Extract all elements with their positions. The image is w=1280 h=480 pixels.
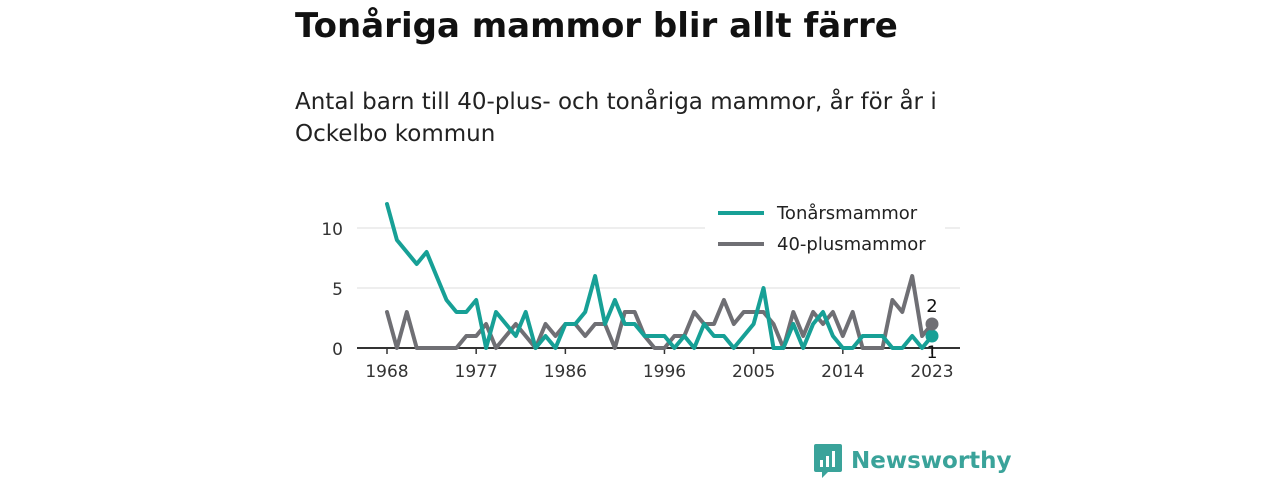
legend-label: 40-plusmammor bbox=[777, 234, 926, 255]
x-tick-label: 1996 bbox=[643, 362, 686, 382]
end-markers: 12 bbox=[925, 296, 939, 363]
y-tick-label: 5 bbox=[332, 280, 343, 300]
newsworthy-logo-icon bbox=[814, 444, 842, 478]
series-line bbox=[385, 202, 934, 350]
x-tick-label: 2023 bbox=[910, 362, 953, 382]
series-lines bbox=[385, 202, 934, 350]
y-tick-label: 0 bbox=[332, 340, 343, 360]
x-axis: 1968 1977 1986 1996 2005 2014 2023 bbox=[357, 347, 960, 382]
legend: Tonårsmammor 40-plusmammor bbox=[705, 196, 945, 255]
end-label-40plus: 2 bbox=[926, 296, 937, 317]
end-label-tonarsmammor: 1 bbox=[927, 343, 938, 363]
y-axis: 0 5 10 bbox=[321, 220, 343, 360]
x-tick-label: 1986 bbox=[544, 362, 587, 382]
chart-subtitle: Antal barn till 40-plus- och tonåriga ma… bbox=[295, 89, 937, 147]
legend-bg bbox=[705, 227, 945, 255]
legend-bg bbox=[705, 196, 945, 224]
series-line bbox=[385, 274, 934, 350]
x-tick-label: 2014 bbox=[821, 362, 864, 382]
newsworthy-brand: Newsworthy bbox=[814, 444, 1012, 478]
legend-label: Tonårsmammor bbox=[776, 203, 918, 224]
chart-title: Tonåriga mammor blir allt färre bbox=[295, 6, 898, 46]
x-tick-label: 1968 bbox=[365, 362, 408, 382]
x-tick-label: 2005 bbox=[732, 362, 775, 382]
end-marker bbox=[925, 317, 939, 331]
y-tick-label: 10 bbox=[321, 220, 343, 240]
brand-name: Newsworthy bbox=[851, 448, 1012, 474]
x-tick-label: 1977 bbox=[455, 362, 498, 382]
end-marker bbox=[925, 329, 939, 343]
